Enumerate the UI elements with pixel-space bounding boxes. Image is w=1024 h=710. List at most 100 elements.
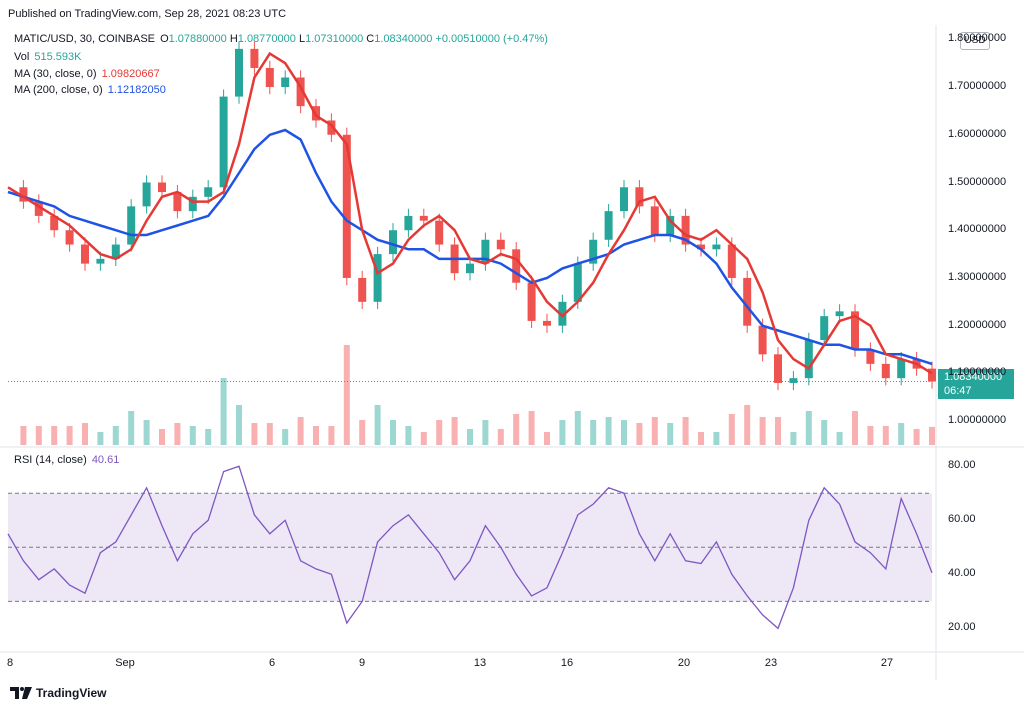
ma200-legend[interactable]: MA (200, close, 0) 1.12182050 — [14, 84, 166, 96]
volume-bar — [159, 429, 165, 445]
close-value: 1.08340000 — [374, 33, 433, 45]
volume-bar — [236, 405, 242, 445]
candle-body — [96, 258, 105, 264]
candle-body — [219, 96, 228, 188]
time-tick-label: 9 — [358, 657, 366, 669]
volume-bar — [266, 423, 273, 445]
candle-body — [804, 340, 813, 379]
volume-label: Vol — [14, 51, 30, 63]
ma200-line — [7, 128, 933, 366]
candle-body — [512, 249, 521, 283]
volume-bar — [112, 426, 119, 445]
volume-bar — [82, 423, 88, 445]
time-tick-label: 8 — [6, 657, 14, 669]
volume-bar — [97, 432, 104, 445]
candle-body — [111, 244, 120, 259]
open-value: 1.07880000 — [168, 33, 227, 45]
time-tick-label: 16 — [560, 657, 574, 669]
rsi-label: RSI (14, close) — [14, 454, 87, 466]
candle-body — [281, 77, 290, 88]
candle-body — [666, 215, 675, 235]
close-label: C — [366, 33, 375, 45]
candle-body — [265, 67, 274, 88]
ma30-legend[interactable]: MA (30, close, 0) 1.09820667 — [14, 68, 160, 80]
candle-body — [173, 192, 182, 212]
rsi-legend[interactable]: RSI (14, close) 40.61 — [14, 454, 119, 466]
time-tick-label: 23 — [764, 657, 778, 669]
volume-bar — [636, 423, 643, 445]
volume-bar — [728, 414, 735, 445]
candle-body — [650, 206, 659, 235]
candle-body — [342, 134, 351, 278]
candle-body — [389, 230, 397, 255]
candle-body — [620, 187, 628, 212]
low-value: 1.07310000 — [305, 33, 364, 45]
volume-value: 515.593K — [34, 51, 82, 63]
rsi-tick-label: 60.00 — [948, 513, 976, 526]
volume-bar — [775, 417, 781, 445]
volume-bar — [282, 429, 289, 445]
volume-bar — [297, 417, 304, 445]
volume-bar — [898, 423, 905, 445]
time-tick-label: 13 — [473, 657, 487, 669]
candle-body — [558, 301, 567, 326]
candle-body — [543, 320, 551, 326]
candle-body — [296, 77, 305, 107]
last-price: 1.08340000 — [944, 371, 1003, 383]
candle-body — [897, 359, 906, 379]
candle-body — [589, 239, 598, 264]
price-tick-label: 1.30000000 — [948, 270, 1007, 283]
volume-bar — [836, 432, 843, 445]
volume-bar — [343, 345, 350, 445]
volume-bar — [405, 426, 412, 445]
candle-body — [866, 349, 875, 364]
volume-bar — [744, 405, 751, 445]
price-tick-label: 1.50000000 — [948, 175, 1007, 188]
price-tick-label: 1.40000000 — [948, 223, 1007, 236]
volume-bar — [451, 417, 458, 445]
volume-bar — [436, 420, 443, 445]
volume-bar — [651, 417, 658, 445]
volume-bar — [805, 411, 812, 445]
time-tick-label: 6 — [268, 657, 276, 669]
rsi-line — [7, 465, 933, 630]
candle-body — [142, 182, 151, 207]
volume-bar — [574, 411, 581, 445]
candle-body — [65, 230, 74, 245]
volume-bar — [621, 420, 627, 445]
rsi-tick-label: 40.00 — [948, 567, 976, 580]
rsi-tick-label: 80.00 — [948, 459, 976, 472]
volume-bar — [359, 420, 366, 445]
volume-bar — [913, 429, 920, 445]
ma30-label: MA (30, close, 0) — [14, 68, 97, 80]
volume-bar — [513, 414, 520, 445]
low-label: L — [298, 33, 306, 45]
open-label: O — [160, 33, 169, 45]
currency-button[interactable]: USD — [960, 32, 990, 50]
volume-bar — [759, 417, 766, 445]
volume-legend[interactable]: Vol 515.593K — [14, 51, 81, 63]
volume-bar — [929, 426, 935, 445]
candle-body — [235, 48, 243, 97]
volume-bar — [682, 417, 689, 445]
rsi-tick-label: 20.00 — [948, 621, 976, 634]
volume-bar — [544, 432, 550, 445]
volume-bar — [790, 432, 797, 445]
tradingview-logo[interactable]: TradingView — [10, 686, 106, 700]
volume-bar — [590, 420, 597, 445]
volume-bar — [143, 420, 150, 445]
candle-body — [774, 354, 782, 383]
candle-body — [466, 263, 474, 274]
time-tick-label: 27 — [880, 657, 894, 669]
volume-bar — [189, 426, 196, 445]
time-tick-label: Sep — [115, 657, 135, 669]
candle-body — [681, 215, 690, 245]
volume-bar — [698, 432, 704, 445]
volume-bar — [528, 411, 535, 445]
ma30-value: 1.09820667 — [101, 68, 160, 80]
symbol-name[interactable]: MATIC/USD, 30, COINBASE — [14, 33, 155, 45]
candle-body — [127, 206, 136, 245]
candle-body — [404, 215, 413, 231]
candle-body — [789, 378, 798, 383]
